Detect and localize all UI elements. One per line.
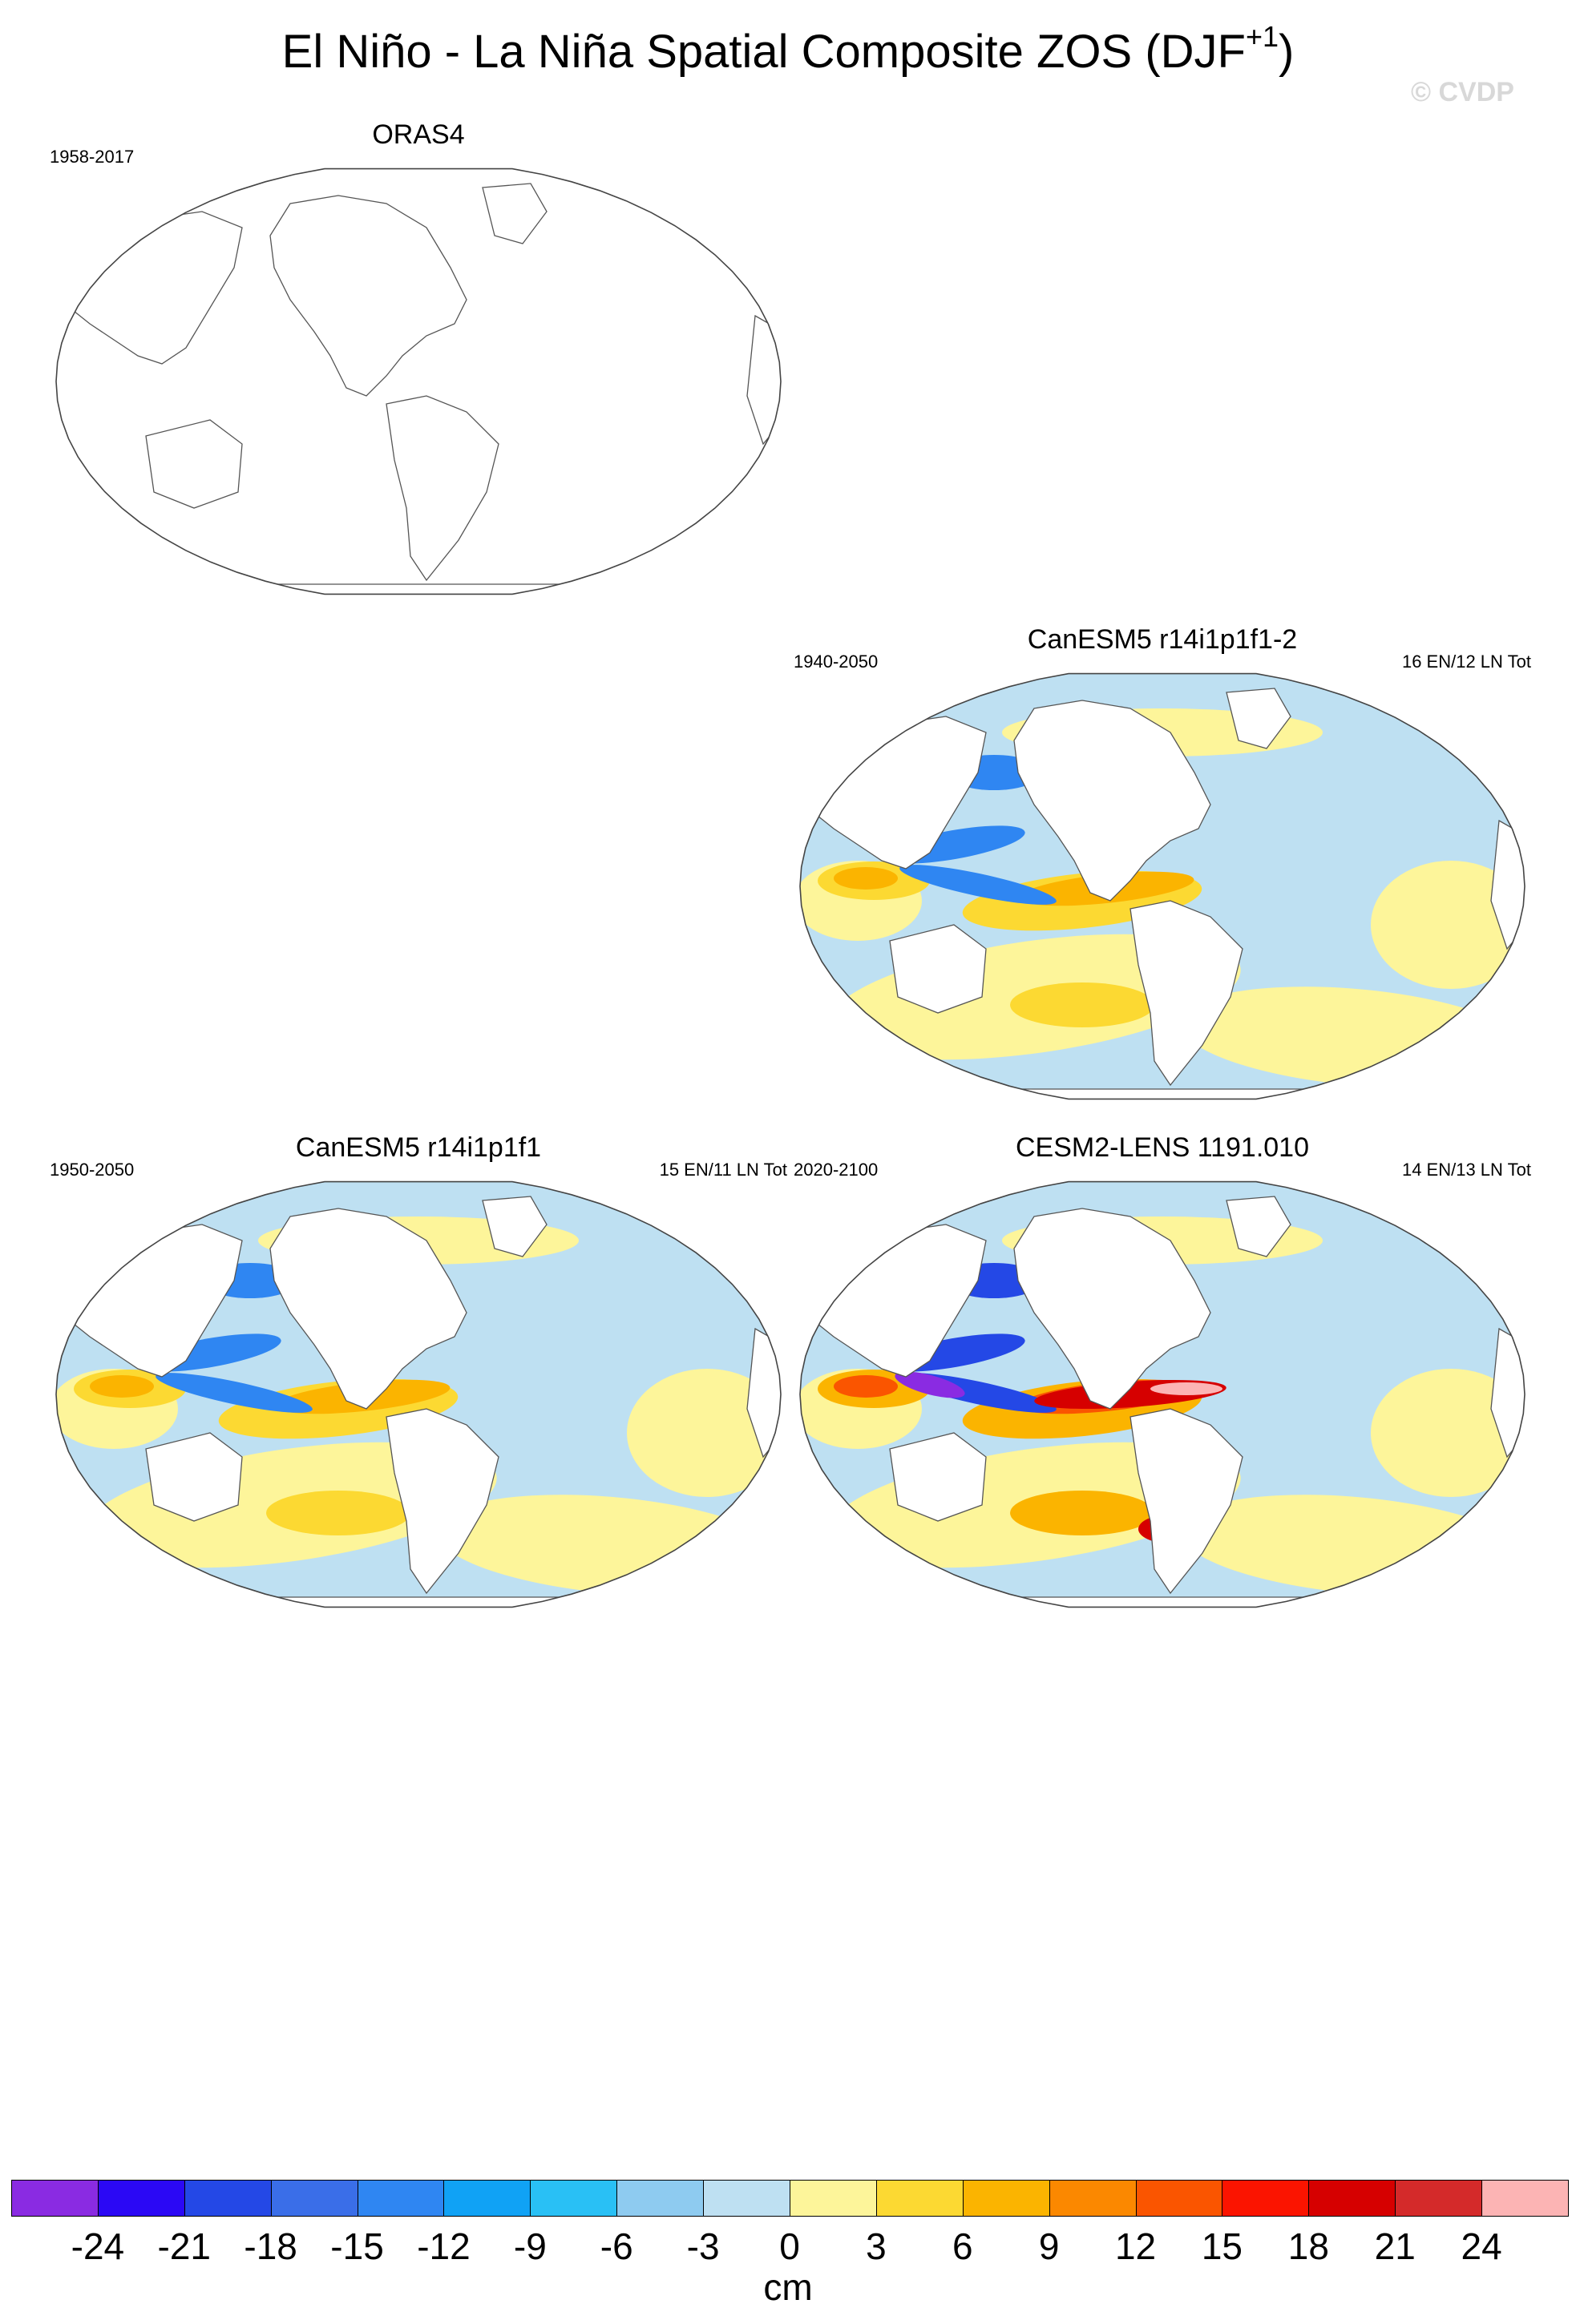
colorbar-box — [616, 2180, 705, 2217]
colorbar-box — [443, 2180, 531, 2217]
panel-cesm2-lens: CESM2-LENS 1191.010 2020-2100 14 EN/13 L… — [794, 1132, 1531, 1628]
colorbar-tick-label: 15 — [1201, 2225, 1243, 2267]
colorbar — [11, 2180, 1569, 2218]
panel-event-count: 14 EN/13 LN Tot — [1401, 1160, 1531, 1180]
panel-orasr4: ORAS4 1958-2017 — [50, 119, 787, 615]
panel-event-count: 16 EN/12 LN Tot — [1401, 652, 1531, 672]
colorbar-box — [97, 2180, 185, 2217]
panel-years: 1940-2050 — [794, 652, 879, 672]
colorbar-ticks: -24 -21 -18 -15 -12 -9 -6 -3 0 3 6 9 12 15 18 21 24 — [0, 2224, 1576, 2272]
panel-event-count: 15 EN/11 LN Tot — [659, 1160, 787, 1180]
colorbar-box — [1308, 2180, 1396, 2217]
panel-years: 2020-2100 — [794, 1160, 879, 1180]
colorbar-box — [357, 2180, 445, 2217]
colorbar-box — [1135, 2180, 1223, 2217]
colorbar-box — [962, 2180, 1050, 2217]
colorbar-box — [1222, 2180, 1310, 2217]
panel-years: 1958-2017 — [50, 147, 135, 167]
colorbar-tick-label: 6 — [952, 2225, 973, 2267]
colorbar-tick-label: 18 — [1287, 2225, 1329, 2267]
colorbar-box — [703, 2180, 790, 2217]
colorbar-box — [1481, 2180, 1569, 2217]
colorbar-tick-label: -24 — [71, 2225, 125, 2267]
colorbar-box — [1049, 2180, 1137, 2217]
colorbar-tick-label: 0 — [779, 2225, 800, 2267]
colorbar-tick-label: 9 — [1038, 2225, 1060, 2267]
colorbar-tick-label: 21 — [1374, 2225, 1416, 2267]
panel-canesm5-r14i1p1f1: CanESM5 r14i1p1f1 1950-2050 15 EN/11 LN … — [50, 1132, 787, 1628]
colorbar-tick-label: -9 — [513, 2225, 547, 2267]
map — [55, 1180, 782, 1608]
colorbar-box — [11, 2180, 99, 2217]
panel-canesm5-r14i1p1f1-2: CanESM5 r14i1p1f1-2 1940-2050 16 EN/12 L… — [794, 623, 1531, 1120]
panel-years: 1950-2050 — [50, 1160, 135, 1180]
panel-title: ORAS4 — [372, 119, 465, 150]
colorbar-tick-label: 3 — [866, 2225, 887, 2267]
colorbar-box — [270, 2180, 358, 2217]
colorbar-tick-label: -15 — [330, 2225, 384, 2267]
colorbar-box — [530, 2180, 618, 2217]
colorbar-tick-label: 24 — [1461, 2225, 1502, 2267]
colorbar-tick-label: -12 — [417, 2225, 471, 2267]
colorbar-tick-label: -3 — [686, 2225, 720, 2267]
panel-title: CanESM5 r14i1p1f1 — [295, 1132, 542, 1163]
figure-title: El Niño - La Niña Spatial Composite ZOS … — [281, 20, 1295, 79]
colorbar-box — [184, 2180, 272, 2217]
colorbar-box — [1395, 2180, 1483, 2217]
map — [799, 672, 1525, 1100]
map — [799, 1180, 1525, 1608]
colorbar-box — [875, 2180, 964, 2217]
panel-title: CESM2-LENS 1191.010 — [1015, 1132, 1309, 1163]
cvdp-watermark: © CVDP — [1411, 77, 1514, 107]
colorbar-tick-label: -6 — [600, 2225, 633, 2267]
panel-title: CanESM5 r14i1p1f1-2 — [1027, 624, 1298, 655]
colorbar-box — [790, 2180, 877, 2217]
map — [55, 167, 782, 595]
colorbar-unit-label: cm — [763, 2266, 813, 2308]
colorbar-tick-label: -18 — [244, 2225, 297, 2267]
colorbar-tick-label: -21 — [157, 2225, 211, 2267]
colorbar-tick-label: 12 — [1114, 2225, 1157, 2267]
